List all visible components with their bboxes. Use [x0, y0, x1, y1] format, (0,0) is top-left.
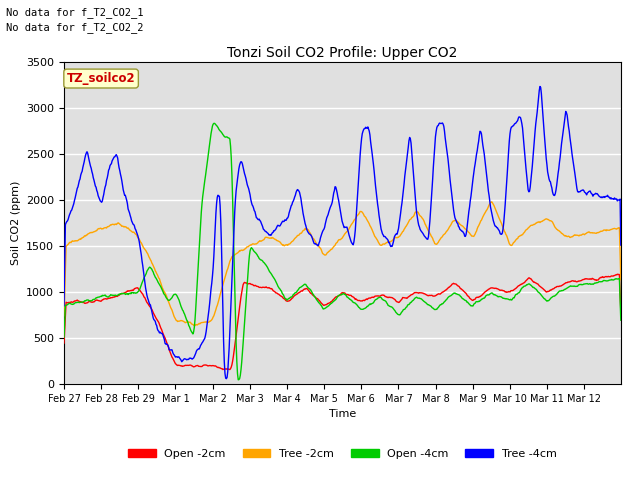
Y-axis label: Soil CO2 (ppm): Soil CO2 (ppm) — [11, 181, 20, 265]
Legend: Open -2cm, Tree -2cm, Open -4cm, Tree -4cm: Open -2cm, Tree -2cm, Open -4cm, Tree -4… — [124, 444, 561, 463]
Text: No data for f_T2_CO2_2: No data for f_T2_CO2_2 — [6, 22, 144, 33]
X-axis label: Time: Time — [329, 409, 356, 419]
Text: No data for f_T2_CO2_1: No data for f_T2_CO2_1 — [6, 7, 144, 18]
Title: Tonzi Soil CO2 Profile: Upper CO2: Tonzi Soil CO2 Profile: Upper CO2 — [227, 46, 458, 60]
Text: TZ_soilco2: TZ_soilco2 — [67, 72, 136, 85]
